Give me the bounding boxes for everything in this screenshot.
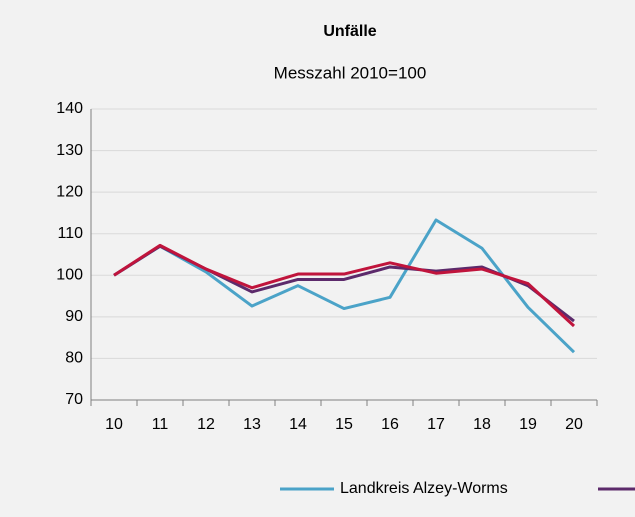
chart-title: Unfälle: [323, 23, 376, 40]
y-tick-label: 90: [65, 308, 83, 325]
chart-subtitle: Messzahl 2010=100: [274, 63, 427, 82]
x-tick-label: 13: [243, 416, 261, 433]
legend-label: Landkreis Alzey-Worms: [340, 480, 508, 497]
y-tick-label: 140: [56, 100, 83, 117]
x-tick-label: 20: [565, 416, 583, 433]
x-tick-label: 14: [289, 416, 307, 433]
x-tick-label: 16: [381, 416, 399, 433]
x-tick-label: 19: [519, 416, 537, 433]
y-tick-label: 70: [65, 391, 83, 408]
x-tick-label: 10: [105, 416, 123, 433]
series-line: [113, 243, 576, 328]
x-tick-label: 12: [197, 416, 215, 433]
y-tick-label: 110: [57, 225, 83, 242]
y-tick-label: 80: [65, 350, 83, 367]
y-tick-label: 130: [56, 142, 83, 159]
series-line: [113, 218, 576, 354]
x-tick-label: 15: [335, 416, 353, 433]
y-tick-label: 120: [56, 183, 83, 200]
x-tick-label: 18: [473, 416, 491, 433]
y-tick-label: 100: [56, 267, 83, 284]
x-tick-label: 11: [152, 416, 169, 433]
x-tick-label: 17: [427, 416, 445, 433]
